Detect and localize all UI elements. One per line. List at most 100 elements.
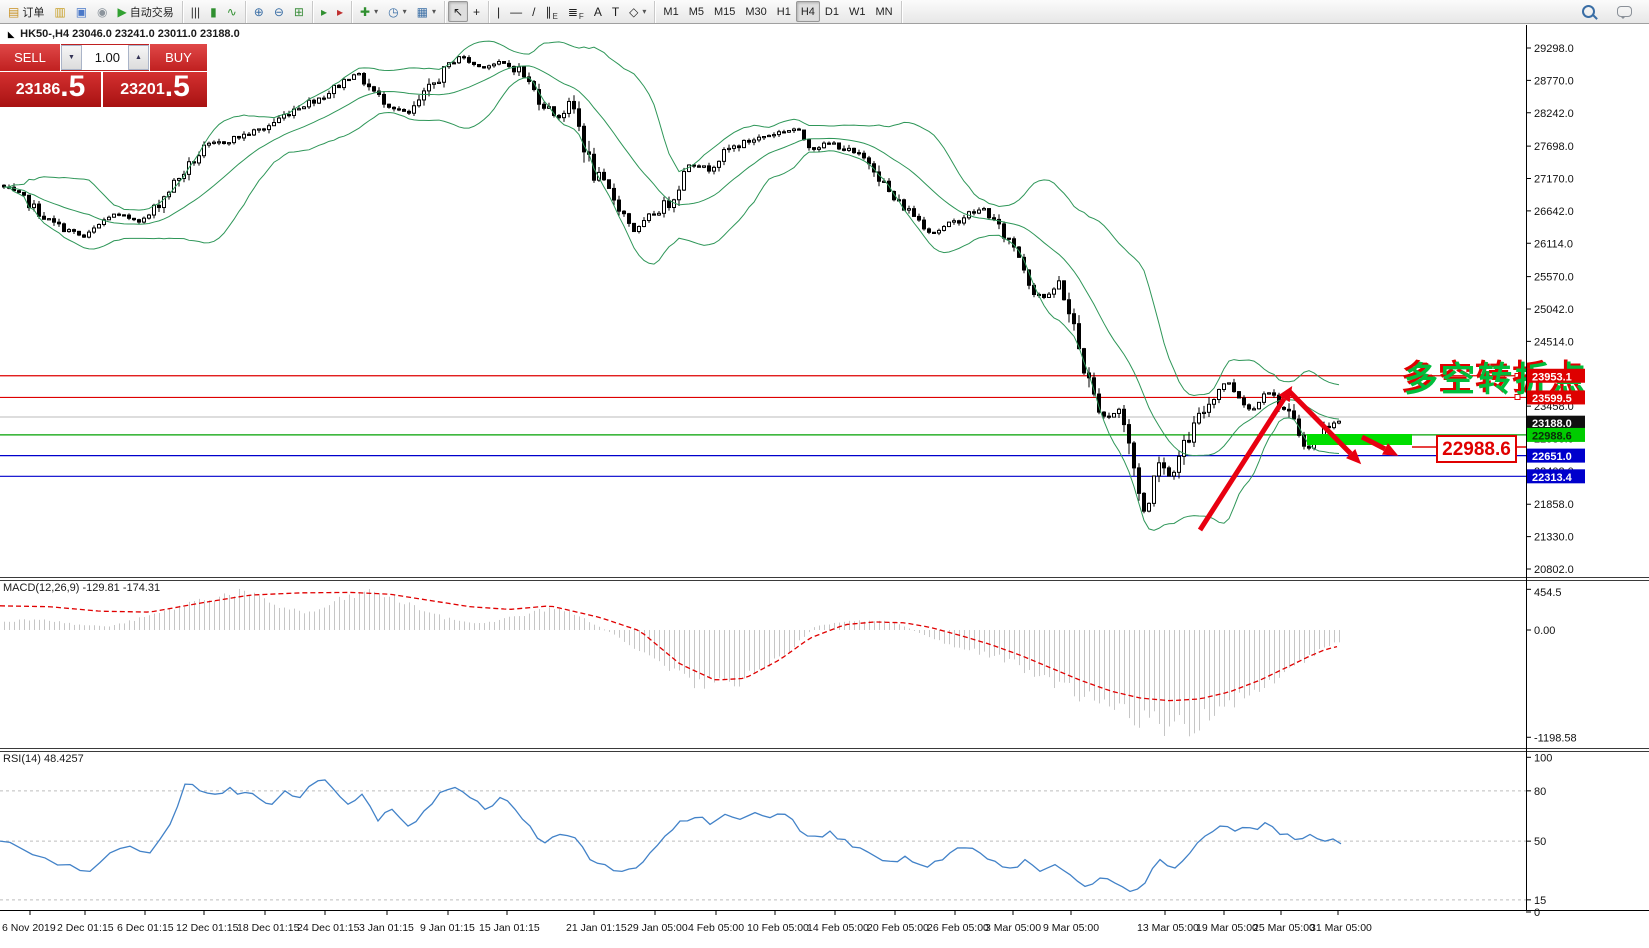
timeframe-m1-button[interactable]: M1: [658, 1, 683, 22]
symbol-info-bar: ◣ HK50-,H4 23046.0 23241.0 23011.0 23188…: [8, 28, 240, 40]
time-axis-label: 9 Jan 01:15: [420, 922, 475, 934]
auto-trading-button[interactable]: ▶ 自动交易: [113, 1, 179, 22]
one-click-expander-icon[interactable]: ◣: [8, 29, 15, 39]
horizontal-line-button[interactable]: —: [505, 1, 527, 22]
price-callout-box[interactable]: [1436, 435, 1517, 463]
zoom-in-button[interactable]: ⊕: [249, 1, 269, 22]
price-marker-text: 23599.5: [1532, 393, 1572, 405]
volume-input[interactable]: 1.00: [82, 45, 128, 70]
volume-decrease-button[interactable]: ▼: [61, 45, 82, 70]
timeframe-m30-button-label: M30: [745, 5, 767, 18]
chart-shift-button[interactable]: ▸: [332, 1, 348, 22]
time-axis-label: 24 Dec 01:15: [297, 922, 360, 934]
time-axis-label: 20 Feb 05:00: [867, 922, 929, 934]
timeframe-m30-button[interactable]: M30: [740, 1, 771, 22]
buy-button[interactable]: BUY: [150, 44, 207, 71]
trend-arrow-line[interactable]: [1197, 397, 1287, 532]
price-marker-text: 22313.4: [1532, 472, 1573, 484]
cursor-icon: ↖: [452, 4, 464, 19]
arrowhead-icon: [1346, 449, 1362, 465]
vertical-line-button[interactable]: |: [492, 1, 505, 22]
search-button[interactable]: [1577, 1, 1600, 22]
sell-price-main: 23186: [15, 81, 61, 98]
price-axis[interactable]: 29298.0 28770.0 28242.0 27698.0 27170.0 26642…: [0, 25, 1649, 919]
timeframe-d1-button-label: D1: [824, 5, 839, 18]
timeframe-d1-button[interactable]: D1: [820, 1, 844, 22]
macd-pane[interactable]: [0, 588, 1340, 737]
timeframe-m5-button[interactable]: M5: [684, 1, 709, 22]
price-callout-text: 22988.6: [1442, 439, 1511, 460]
time-axis[interactable]: 6 Nov 2019 2 Dec 01:15 6 Dec 01:15 12 Dec 0…: [2, 911, 1372, 934]
trend-arrow-line[interactable]: [1360, 434, 1387, 452]
bollinger-upper-band: [3, 40, 1340, 396]
trend-arrow-line[interactable]: [1287, 389, 1353, 456]
horizontal-line-icon: —: [510, 4, 523, 19]
crosshair-button[interactable]: +: [468, 1, 485, 22]
new-order-button[interactable]: ▤ 订单: [3, 1, 49, 22]
text-button[interactable]: A: [589, 1, 607, 22]
macd-axis-tick-label: 454.5: [1534, 587, 1562, 599]
price-axis-tick-label: 25570.0: [1534, 272, 1574, 284]
line-selection-handle[interactable]: [1514, 373, 1521, 379]
market-watch-icon: ▥: [54, 4, 66, 19]
rsi-axis-tick-label: 50: [1534, 836, 1546, 848]
tile-windows-icon: ⊞: [293, 4, 304, 19]
timeframe-h1-button[interactable]: H1: [772, 1, 796, 22]
auto-scroll-button[interactable]: ▸: [316, 1, 332, 22]
shapes-button[interactable]: ◇ ▾: [624, 1, 651, 22]
cursor-button[interactable]: ↖: [447, 1, 469, 22]
time-axis-label: 31 Mar 05:00: [1310, 922, 1372, 934]
timeframe-m15-button[interactable]: M15: [709, 1, 740, 22]
signal-button[interactable]: ◉: [92, 1, 112, 22]
navigator-button[interactable]: ▣: [71, 1, 92, 22]
toolbar-group-insert: ✚ ▾ ◷ ▾ ▦ ▾: [352, 0, 445, 23]
new-chart-button[interactable]: ✚ ▾: [355, 1, 383, 22]
buy-price-display[interactable]: 23201.5: [103, 72, 207, 107]
sell-button[interactable]: SELL: [0, 44, 60, 71]
channel-button[interactable]: ∥ E: [541, 1, 563, 22]
market-watch-button[interactable]: ▥: [49, 1, 70, 22]
new-chart-icon: ✚: [360, 4, 371, 19]
fibonacci-button[interactable]: ≣ F: [563, 1, 589, 22]
tile-windows-button[interactable]: ⊞: [289, 1, 309, 22]
time-axis-label: 13 Mar 05:00: [1137, 922, 1199, 934]
rsi-axis-tick-label: 100: [1534, 752, 1552, 764]
price-marker-box: [1527, 390, 1585, 405]
sell-price-display[interactable]: 23186.5: [0, 72, 101, 107]
bollinger-lower-band: [3, 77, 1340, 531]
time-axis-label: 10 Feb 05:00: [747, 922, 809, 934]
toolbar-right-group: [1577, 1, 1649, 22]
trendline-button[interactable]: /: [527, 1, 540, 22]
new-order-button-label: 订单: [22, 6, 45, 19]
green-highlight-bar[interactable]: [1307, 434, 1412, 445]
candlestick-chart-button[interactable]: ▮: [205, 1, 222, 22]
template-button[interactable]: ▦ ▾: [412, 1, 441, 22]
volume-increase-button[interactable]: ▲: [128, 45, 149, 70]
line-selection-handle[interactable]: [1514, 394, 1521, 400]
time-axis-label: 3 Jan 01:15: [359, 922, 414, 934]
chevron-down-icon: ▾: [642, 7, 647, 16]
zoom-out-button[interactable]: ⊖: [269, 1, 289, 22]
price-axis-tick-label: 27170.0: [1534, 173, 1574, 185]
toolbar-group-timeframes: M1 M5 M15 M30 H1 H4 D1 W1 MN: [655, 0, 902, 23]
line-chart-button[interactable]: ∿: [222, 1, 242, 22]
timeframe-h4-button[interactable]: H4: [795, 1, 820, 22]
channel-icon: ∥: [545, 4, 552, 19]
chevron-down-icon: ▾: [402, 7, 407, 16]
macd-axis-tick-label: 0.00: [1534, 625, 1555, 637]
price-marker-box: [1527, 448, 1585, 463]
timeframe-mn-button-label: MN: [875, 5, 893, 18]
rsi-pane[interactable]: [0, 779, 1526, 901]
community-button[interactable]: [1612, 1, 1637, 22]
timeframe-h1-button-label: H1: [776, 5, 791, 18]
price-pane[interactable]: [0, 40, 1526, 531]
label-button[interactable]: T: [607, 1, 624, 22]
zoom-in-icon: ⊕: [253, 4, 264, 19]
timeframe-mn-button[interactable]: MN: [870, 1, 897, 22]
top-toolbar: ▤ 订单 ▥ ▣ ◉ ▶ 自动交易 ||| ▮ ∿ ⊕ ⊖ ⊞ ▸ ▸ ✚ ▾ ◷ ▾ ▦ ▾ ↖ + | — / ∥ E ≣ F A T ◇ ▾…: [0, 0, 1649, 24]
bar-chart-button[interactable]: |||: [186, 1, 205, 22]
period-button[interactable]: ◷ ▾: [383, 1, 412, 22]
timeframe-w1-button[interactable]: W1: [844, 1, 871, 22]
